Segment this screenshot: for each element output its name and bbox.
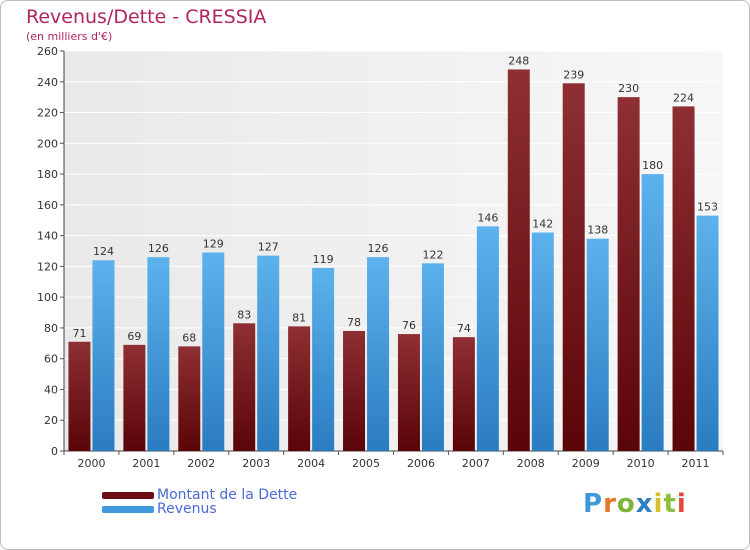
bar-revenus [531, 232, 554, 451]
y-tick-label: 140 [37, 230, 58, 243]
data-label: 71 [72, 327, 86, 340]
bar-revenus [312, 267, 335, 451]
y-tick-label: 0 [51, 445, 58, 458]
data-label: 69 [127, 330, 141, 343]
data-label: 126 [148, 242, 169, 255]
data-label: 224 [673, 91, 694, 104]
bar-revenus [696, 215, 719, 451]
x-tick-label: 2004 [297, 457, 325, 470]
logo-letter: r [603, 489, 617, 519]
bar-revenus [421, 263, 444, 451]
y-tick-label: 120 [37, 260, 58, 273]
logo-letter: i [676, 489, 687, 519]
y-tick-label: 80 [44, 322, 58, 335]
bar-revenus [641, 174, 664, 452]
x-tick-label: 2008 [517, 457, 545, 470]
y-tick-label: 40 [44, 383, 58, 396]
x-tick-label: 2001 [132, 457, 160, 470]
data-label: 142 [532, 218, 553, 231]
x-tick-label: 2002 [187, 457, 215, 470]
bar-debt [397, 334, 420, 451]
bar-revenus [257, 255, 280, 451]
x-tick-label: 2000 [77, 457, 105, 470]
data-label: 230 [618, 82, 639, 95]
bar-debt [233, 323, 256, 451]
bar-debt [452, 337, 475, 451]
data-label: 122 [422, 248, 443, 261]
chart-subtitle: (en milliers d'€) [26, 30, 113, 43]
proxiti-logo: Proxiti [583, 489, 687, 519]
legend-label-debt: Montant de la Dette [157, 487, 298, 503]
logo-letter: P [583, 489, 604, 519]
bar-debt [617, 97, 640, 452]
y-tick-label: 240 [37, 76, 58, 89]
x-tick-label: 2011 [682, 457, 710, 470]
bar-revenus [586, 238, 609, 451]
bar-debt [178, 346, 201, 451]
y-tick-label: 260 [37, 45, 58, 58]
x-tick-label: 2010 [627, 457, 655, 470]
y-tick-label: 160 [37, 199, 58, 212]
y-tick-label: 200 [37, 137, 58, 150]
data-label: 74 [457, 322, 471, 335]
data-label: 124 [93, 245, 114, 258]
bar-debt [123, 344, 146, 451]
bar-debt [562, 83, 585, 452]
bar-revenus [92, 260, 115, 451]
data-label: 76 [402, 319, 416, 332]
y-tick-label: 180 [37, 168, 58, 181]
data-label: 239 [563, 68, 584, 81]
data-label: 248 [508, 54, 529, 67]
y-tick-label: 220 [37, 107, 58, 120]
data-label: 153 [697, 201, 718, 214]
data-label: 81 [292, 311, 306, 324]
bar-debt [68, 341, 91, 451]
chart-title: Revenus/Dette - CRESSIA [26, 6, 267, 28]
y-tick-label: 20 [44, 414, 58, 427]
x-tick-label: 2007 [462, 457, 490, 470]
legend-swatch-revenus [102, 506, 154, 513]
y-tick-label: 100 [37, 291, 58, 304]
logo-letter: t [663, 489, 677, 519]
bar-revenus [202, 252, 225, 451]
legend-label-revenus: Revenus [157, 501, 217, 517]
data-label: 127 [258, 241, 279, 254]
data-label: 138 [587, 224, 608, 237]
logo-letter: x [635, 489, 654, 519]
data-label: 119 [313, 253, 334, 266]
bar-revenus [147, 257, 170, 451]
bar-debt [288, 326, 311, 451]
data-label: 83 [237, 308, 251, 321]
x-tick-label: 2009 [572, 457, 600, 470]
y-tick-label: 60 [44, 353, 58, 366]
bar-revenus [367, 257, 390, 451]
data-label: 129 [203, 238, 224, 251]
logo-letter: i [653, 489, 664, 519]
bar-debt [672, 106, 695, 451]
data-label: 146 [477, 211, 498, 224]
legend-swatch-debt [102, 492, 154, 499]
data-label: 126 [368, 242, 389, 255]
x-tick-label: 2003 [242, 457, 270, 470]
x-tick-label: 2006 [407, 457, 435, 470]
logo-letter: o [616, 489, 636, 519]
bar-debt [343, 331, 366, 451]
x-tick-label: 2005 [352, 457, 380, 470]
bar-revenus [476, 226, 499, 451]
bar-debt [507, 69, 530, 451]
plot-background [64, 51, 723, 451]
data-label: 78 [347, 316, 361, 329]
data-label: 68 [182, 331, 196, 344]
data-label: 180 [642, 159, 663, 172]
